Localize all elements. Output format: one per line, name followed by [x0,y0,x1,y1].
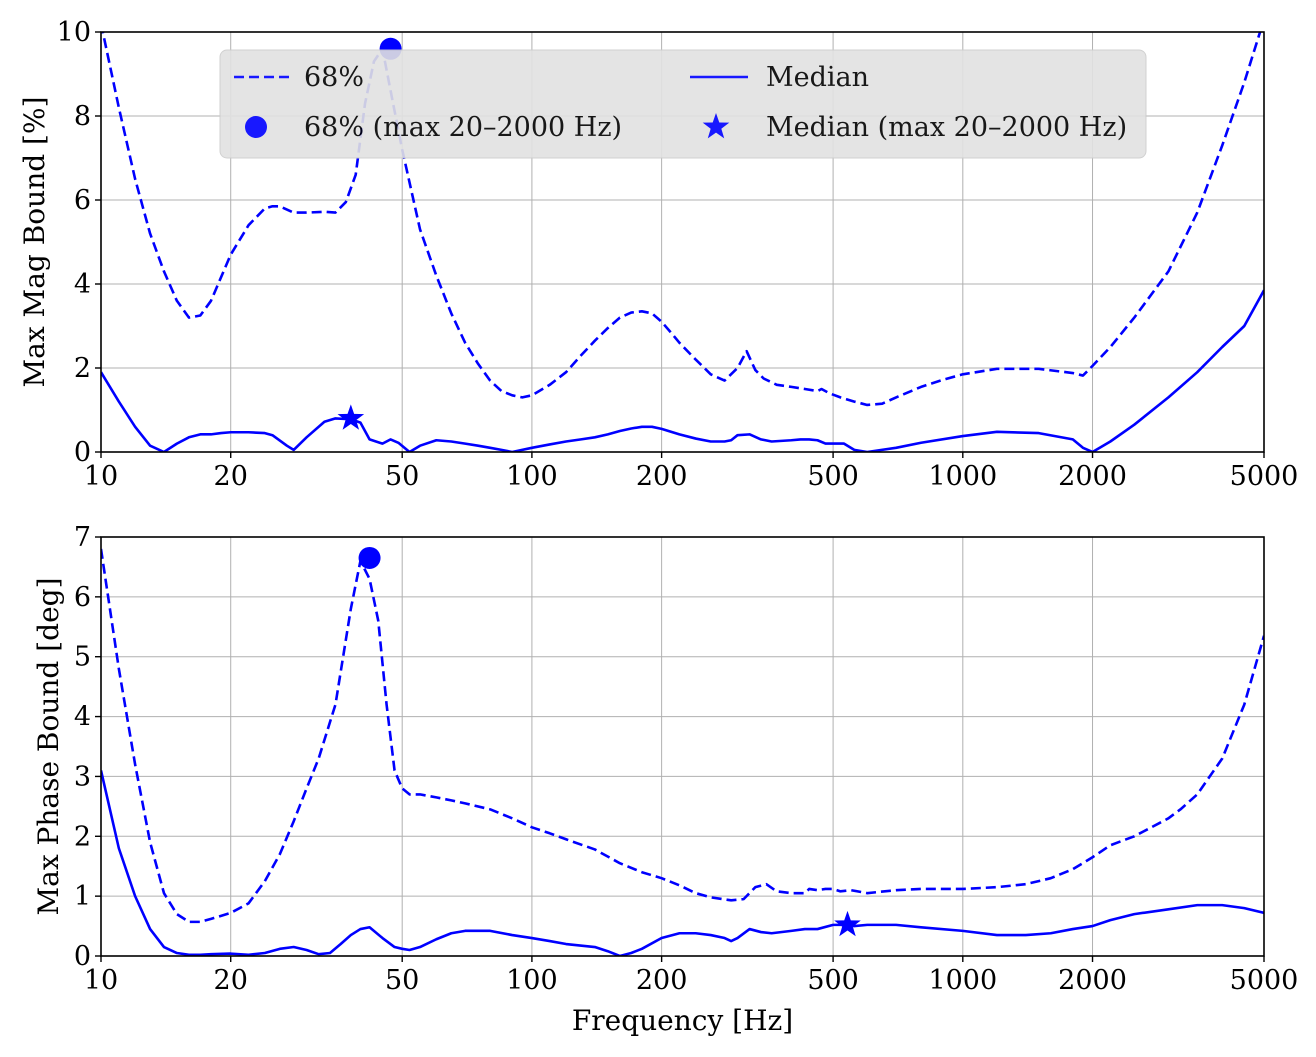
x-tick-label: 200 [636,965,688,996]
y-tick-label: 3 [74,761,91,792]
y-tick-label: 0 [74,941,91,972]
legend-box [219,49,1147,159]
y-tick-label: 2 [74,353,91,384]
x-tick-label: 20 [214,461,248,492]
x-tick-label: 5000 [1230,461,1299,492]
y-tick-label: 2 [74,821,91,852]
x-tick-label: 50 [385,965,419,996]
y-tick-label: 1 [74,881,91,912]
max-median-star-marker [337,404,365,430]
series-line-median [101,770,1264,956]
legend-label-median-max: Median (max 20–2000 Hz) [766,112,1127,143]
max-median-star-marker [834,910,861,937]
y-axis-label: Max Mag Bound [%] [18,96,51,387]
series-group [101,548,1264,956]
y-tick-label: 0 [74,437,91,468]
x-tick-label: 100 [506,965,558,996]
y-tick-label: 10 [57,17,91,48]
x-tick-label: 10 [84,461,118,492]
y-tick-label: 7 [74,522,91,553]
x-tick-label: 1000 [928,965,997,996]
x-tick-label: 50 [385,461,419,492]
x-tick-label: 2000 [1058,461,1127,492]
series-group [101,32,1264,452]
x-tick-label: 500 [807,461,859,492]
x-tick-label: 100 [506,461,558,492]
legend-symbol-star-marker [702,113,730,139]
x-tick-label: 10 [84,965,118,996]
legend-label-68: 68% [304,62,364,93]
series-line-median [101,289,1264,452]
y-tick-label: 4 [74,702,91,733]
legend-symbol-circle-marker [245,116,267,138]
y-tick-label: 5 [74,642,91,673]
y-tick-label: 8 [74,101,91,132]
y-axis-label: Max Phase Bound [deg] [32,577,65,915]
legend: 68% Median 68% (max 20–2000 Hz) Median (… [219,49,1147,159]
plot-frame [100,31,1265,453]
series-line-68-percent [101,32,1262,407]
x-axis-label: Frequency [Hz] [572,1004,793,1037]
series-line-68-percent [101,548,1264,924]
y-tick-label: 4 [74,269,91,300]
legend-label-68-max: 68% (max 20–2000 Hz) [304,112,622,143]
plot-frame [100,536,1265,957]
legend-label-median: Median [766,62,869,93]
phase-bound-panel: 10 20 50 100 200 500 1000 2000 5000 0 1 2 3 4 5 6 7 Max P… [32,522,1298,1037]
x-tick-label: 20 [214,965,248,996]
y-tick-label: 6 [74,185,91,216]
x-tick-label: 500 [807,965,859,996]
x-tick-label: 5000 [1230,965,1299,996]
x-tick-label: 200 [636,461,688,492]
x-tick-label: 1000 [928,461,997,492]
y-tick-label: 6 [74,582,91,613]
x-tick-label: 2000 [1058,965,1127,996]
max-68-percent-marker [358,546,381,569]
